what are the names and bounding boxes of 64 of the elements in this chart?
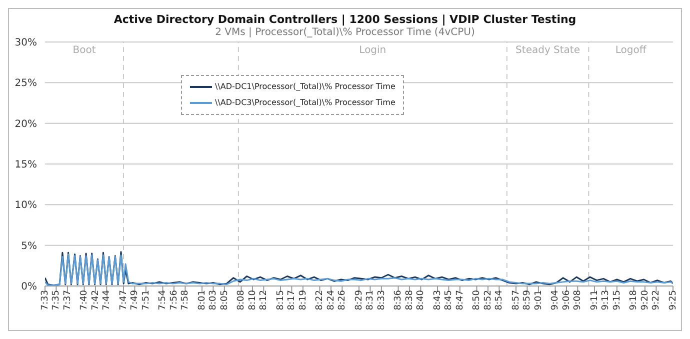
x-tick-label: 9:25: [668, 290, 678, 310]
x-tick-label: 8:10: [248, 290, 258, 310]
x-tick-label: 7:40: [80, 290, 90, 310]
legend-label: \\AD-DC3\Processor(_Total)\% Processor Time: [215, 97, 396, 109]
x-tick-label: 7:44: [102, 290, 112, 310]
y-tick-label: 10%: [14, 200, 37, 212]
x-tick-label: 8:01: [197, 290, 208, 310]
x-tick-label: 9:01: [534, 290, 544, 310]
x-tick-label: 9:13: [601, 290, 612, 310]
x-tick-label: 9:04: [550, 290, 561, 310]
x-tick-label: 8:54: [494, 290, 505, 310]
annotation: Steady State: [516, 45, 580, 56]
y-tick-label: 25%: [14, 78, 37, 90]
annotation: Boot: [72, 45, 96, 56]
x-tick-label: 9:15: [612, 290, 622, 310]
x-tick-label: 7:33: [40, 290, 50, 310]
x-tick-label: 8:52: [483, 290, 494, 310]
x-tick-label: 8:33: [376, 290, 387, 310]
x-tick-label: 8:24: [326, 290, 336, 310]
chart-title: Active Directory Domain Controllers | 1200 Sessions | VDIP Cluster Testing: [112, 13, 578, 26]
x-tick-label: 8:19: [298, 290, 308, 310]
x-tick-label: 7:58: [180, 290, 191, 310]
x-tick-label: 8:12: [259, 290, 270, 310]
x-tick-label: 7:49: [130, 290, 140, 310]
x-tick-label: 8:26: [338, 290, 348, 310]
x-tick-label: 7:56: [169, 290, 180, 310]
x-tick-label: 8:36: [394, 290, 404, 310]
x-tick-label: 8:22: [315, 290, 326, 310]
x-tick-label: 8:29: [354, 290, 364, 310]
y-tick-label: 0%: [21, 282, 37, 293]
x-tick-label: 7:37: [62, 290, 73, 310]
x-tick-label: 8:57: [511, 290, 522, 310]
x-tick-label: 9:20: [640, 290, 650, 310]
x-tick-label: 8:17: [287, 290, 298, 310]
x-tick-label: 8:47: [455, 290, 466, 310]
x-tick-label: 7:42: [90, 290, 101, 310]
y-tick-label: 15%: [14, 160, 37, 171]
x-tick-label: 8:08: [236, 290, 247, 310]
y-tick-label: 5%: [21, 240, 37, 252]
x-tick-label: 9:06: [562, 290, 572, 310]
y-tick-label: 20%: [14, 118, 37, 130]
x-tick-label: 9:11: [590, 290, 600, 310]
annotation: Logoff: [615, 45, 648, 56]
x-tick-label: 8:45: [444, 290, 454, 310]
x-tick-label: 7:54: [158, 290, 168, 310]
annotation: Login: [359, 45, 386, 56]
x-tick-label: 8:03: [208, 290, 219, 310]
x-tick-label: 8:59: [522, 290, 533, 310]
x-tick-label: 8:05: [220, 290, 230, 310]
x-tick-label: 7:35: [52, 290, 62, 310]
chart-subtitle: 2 VMs | Processor(_Total)\% Processor Time (4vCPU): [214, 27, 476, 38]
legend-label: \\AD-DC1\Processor(_Total)\% Processor Time: [215, 81, 396, 93]
y-tick-label: 30%: [14, 38, 37, 49]
x-tick-label: 9:08: [573, 290, 584, 310]
x-tick-label: 8:50: [472, 290, 482, 310]
x-tick-label: 8:40: [416, 290, 426, 310]
x-tick-label: 8:43: [432, 290, 443, 310]
x-tick-label: 7:51: [141, 290, 152, 310]
x-tick-label: 8:38: [404, 290, 415, 310]
x-tick-label: 7:47: [118, 290, 129, 310]
x-tick-label: 8:15: [276, 290, 286, 310]
x-tick-label: 9:22: [652, 290, 662, 310]
x-tick-label: 8:31: [366, 290, 376, 310]
x-tick-label: 9:18: [629, 290, 640, 310]
